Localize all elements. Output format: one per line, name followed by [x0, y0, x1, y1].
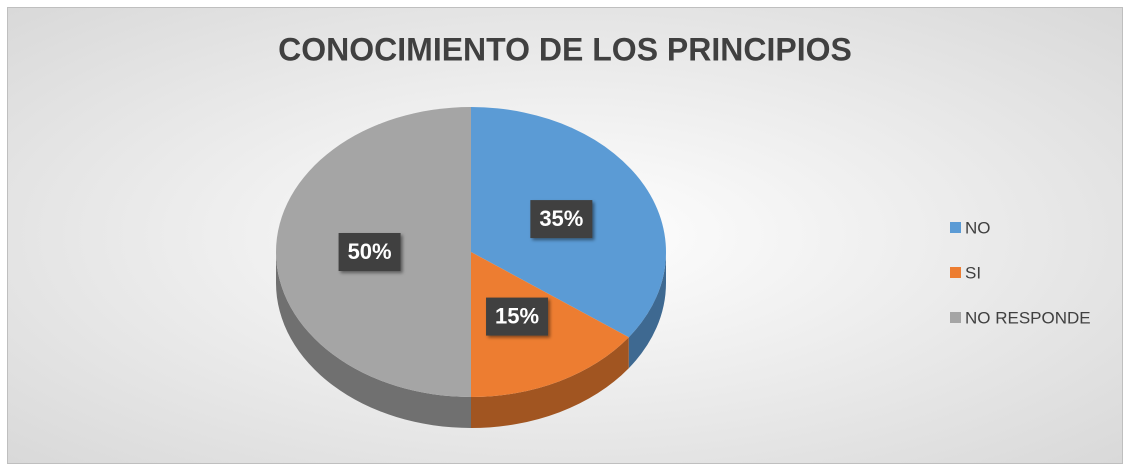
chart-title: CONOCIMIENTO DE LOS PRINCIPIOS — [278, 31, 852, 67]
data-labels: 35% 15% 50% — [338, 200, 593, 336]
legend-swatch — [950, 312, 961, 323]
slice-side — [276, 252, 471, 428]
data-label-box — [530, 200, 593, 239]
slice — [471, 252, 629, 428]
legend-label: SI — [965, 263, 981, 282]
data-label: 35% — [539, 206, 583, 231]
legend-label: NO RESPONDE — [965, 308, 1091, 327]
data-label: 50% — [348, 239, 392, 264]
legend-label: NO — [965, 218, 991, 237]
pie — [276, 107, 666, 428]
legend-swatch — [950, 267, 961, 278]
data-label: 15% — [495, 303, 539, 328]
legend: NO SI NO RESPONDE — [950, 218, 1091, 327]
data-label-box — [486, 297, 549, 336]
legend-swatch — [950, 222, 961, 233]
slice-side — [628, 252, 666, 369]
slice-top — [471, 252, 629, 397]
data-label-box — [338, 233, 401, 271]
slice-side — [471, 337, 629, 428]
